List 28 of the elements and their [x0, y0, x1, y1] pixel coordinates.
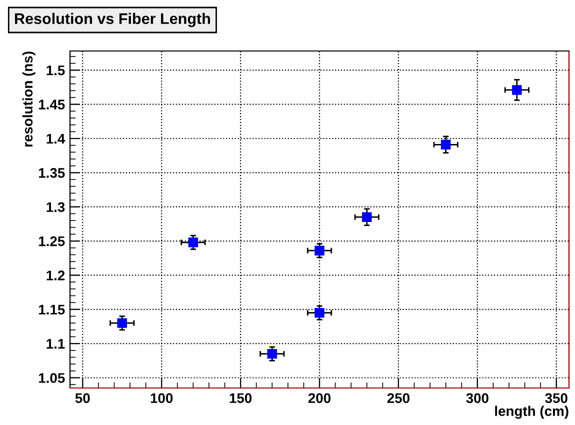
y-tick-label: 1.1	[46, 339, 65, 349]
y-tick-label: 1.15	[38, 304, 65, 315]
point	[314, 246, 324, 256]
x-tick-label: 50	[75, 393, 90, 404]
x-tick-label: 200	[308, 393, 331, 404]
x-tick-label: 150	[230, 393, 252, 404]
point	[314, 308, 324, 318]
x-tick-label: 350	[545, 393, 568, 404]
point	[512, 85, 522, 95]
x-tick-label: 100	[150, 393, 173, 404]
y-tick-label: 1.4	[46, 134, 66, 144]
y-tick-label: 1.25	[38, 236, 65, 246]
point	[440, 140, 451, 150]
point	[267, 348, 277, 359]
y-axis-title: resolution (ns)	[22, 52, 36, 147]
x-tick-label: 300	[466, 393, 488, 404]
y-tick-label: 1.2	[46, 270, 65, 280]
x-tick-label: 250	[387, 393, 410, 404]
x-axis-title: length (cm)	[495, 406, 568, 419]
point	[117, 318, 127, 328]
y-tick-label: 1.3	[46, 202, 65, 212]
point	[188, 238, 198, 248]
y-tick-label: 1.35	[38, 168, 65, 178]
y-tick-label: 1.45	[38, 100, 65, 110]
point	[362, 212, 372, 222]
y-tick-label: 1.05	[38, 373, 65, 383]
y-tick-label: 1.5	[46, 66, 65, 76]
chart-title: Resolution vs Fiber Length	[15, 12, 210, 28]
